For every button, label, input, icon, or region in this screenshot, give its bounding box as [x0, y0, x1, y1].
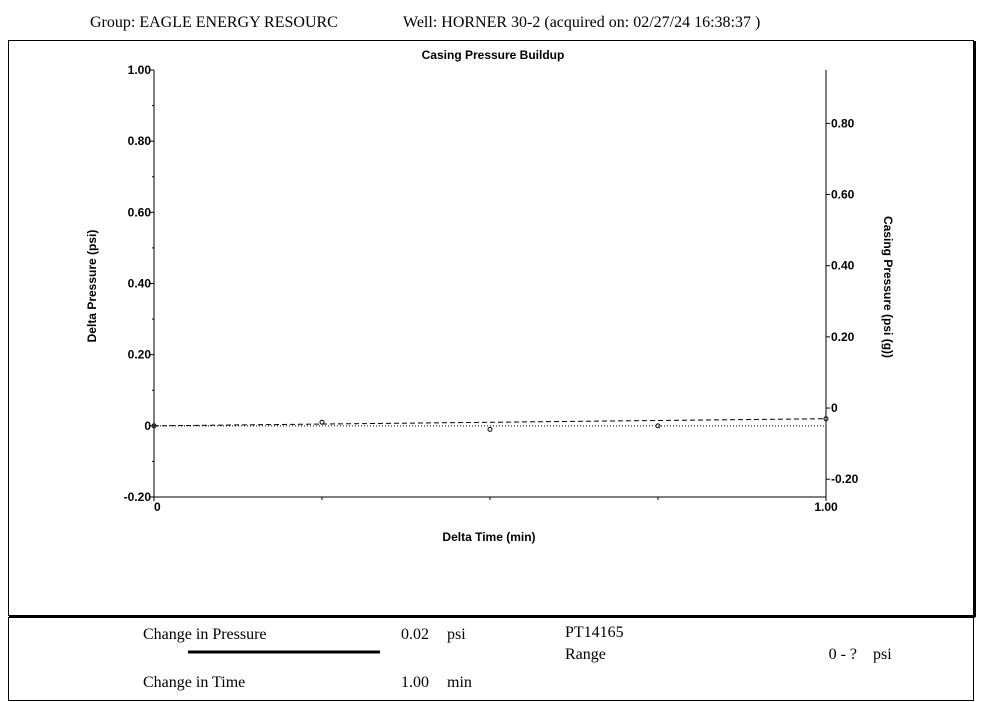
- change-pressure-unit: psi: [447, 626, 466, 643]
- trend-line: [153, 418, 827, 427]
- x-tick-label: 0: [154, 500, 161, 514]
- change-time-unit: min: [447, 674, 472, 691]
- y2-tick-label: 0.80: [831, 116, 855, 130]
- y-tick-label: 0: [144, 419, 151, 433]
- y-axis-label: Delta Pressure (psi): [85, 230, 99, 343]
- y2-tick-label: 0.40: [831, 259, 855, 273]
- y2-tick-label: 0.20: [831, 330, 855, 344]
- change-time-label: Change in Time: [143, 674, 245, 691]
- y-tick-label: 1.00: [128, 63, 152, 77]
- data-point: [151, 423, 157, 429]
- range-value: 0 - ?: [829, 646, 857, 663]
- y2-tick-label: 0: [831, 401, 838, 415]
- chart-title: Casing Pressure Buildup: [422, 48, 565, 62]
- x-axis-label: Delta Time (min): [442, 530, 535, 544]
- data-point: [487, 426, 493, 432]
- well-label: Well: HORNER 30-2 (acquired on: 02/27/24…: [403, 14, 760, 31]
- y-tick-label: 0.40: [128, 277, 152, 291]
- y-tick-label: -0.20: [124, 490, 152, 504]
- footer-frame: [8, 617, 974, 701]
- data-point: [319, 419, 325, 425]
- chart-frame: [8, 40, 974, 616]
- change-pressure-value: 0.02: [401, 626, 429, 643]
- plot-layer: 1.000.800.600.400.200-0.200.800.600.400.…: [124, 63, 859, 514]
- y2-tick-label: 0.60: [831, 188, 855, 202]
- change-pressure-label: Change in Pressure: [143, 626, 267, 643]
- data-point: [823, 416, 829, 422]
- y2-axis-label: Casing Pressure (psi (g)): [881, 216, 895, 358]
- x-tick-label: 1.00: [814, 500, 838, 514]
- y-tick-label: 0.20: [128, 348, 152, 362]
- y-tick-label: 0.60: [128, 205, 152, 219]
- y2-tick-label: -0.20: [831, 472, 859, 486]
- gauge-id: PT14165: [565, 624, 624, 641]
- group-label: Group: EAGLE ENERGY RESOURC: [90, 14, 338, 31]
- range-unit: psi: [873, 646, 892, 663]
- change-time-value: 1.00: [401, 674, 429, 691]
- y-tick-label: 0.80: [128, 134, 152, 148]
- range-label: Range: [565, 646, 606, 663]
- data-point: [655, 423, 661, 429]
